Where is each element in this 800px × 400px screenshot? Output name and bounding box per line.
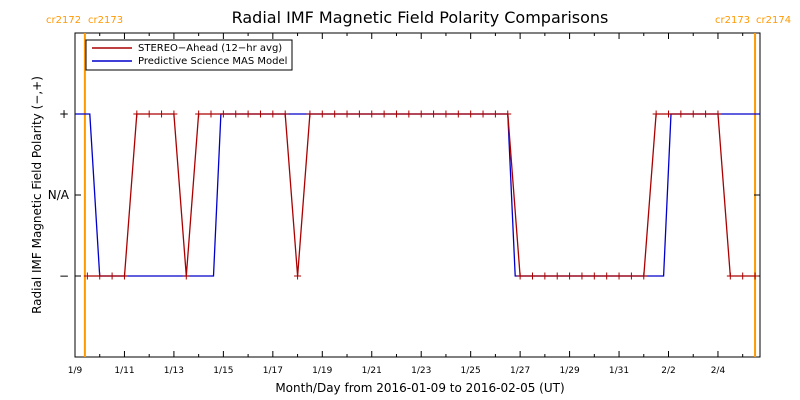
- x-tick-label: 1/31: [609, 366, 629, 376]
- data-point-plus: [318, 110, 326, 118]
- x-tick-label: 1/25: [461, 366, 481, 376]
- data-point-plus: [640, 272, 648, 280]
- y-tick-label: −: [59, 269, 69, 283]
- data-point-plus: [652, 110, 660, 118]
- data-point-plus: [195, 110, 203, 118]
- data-point-plus: [219, 110, 227, 118]
- data-point-plus: [627, 272, 635, 280]
- data-point-plus: [702, 110, 710, 118]
- data-point-plus: [380, 110, 388, 118]
- x-tick-label: 1/9: [68, 366, 83, 376]
- data-point-plus: [615, 272, 623, 280]
- data-point-plus: [120, 272, 128, 280]
- data-point-plus: [504, 110, 512, 118]
- data-point-plus: [269, 110, 277, 118]
- cr-label-right-end: cr2174: [756, 15, 791, 26]
- data-point-plus: [603, 272, 611, 280]
- plot-frame: [74, 32, 761, 358]
- data-point-plus: [83, 272, 91, 280]
- data-point-plus: [516, 272, 524, 280]
- legend: STEREO−Ahead (12−hr avg) Predictive Scie…: [85, 39, 293, 71]
- carrington-lines: [83, 33, 757, 357]
- legend-box: [85, 39, 293, 71]
- x-tick-label: 1/21: [362, 366, 382, 376]
- data-point-plus: [430, 110, 438, 118]
- data-point-plus: [343, 110, 351, 118]
- cr-label-left-start: cr2172: [46, 15, 81, 26]
- data-point-plus: [170, 110, 178, 118]
- chart-title: Radial IMF Magnetic Field Polarity Compa…: [232, 8, 609, 27]
- x-tick-label: 1/19: [312, 366, 332, 376]
- x-tick-label: 1/13: [164, 366, 184, 376]
- data-point-plus: [442, 110, 450, 118]
- x-axis-ticks: 1/9 1/11 1/13 1/15 1/17 1/19 1/21 1/23 1/25 1/27 1…: [68, 33, 744, 376]
- x-tick-label: 1/17: [263, 366, 283, 376]
- data-point-plus: [714, 110, 722, 118]
- data-point-plus: [355, 110, 363, 118]
- series-line: [75, 113, 760, 277]
- series-layer: [75, 110, 760, 280]
- data-point-plus: [417, 110, 425, 118]
- data-point-plus: [306, 110, 314, 118]
- data-point-plus: [491, 110, 499, 118]
- data-point-plus: [590, 272, 598, 280]
- data-point-plus: [232, 110, 240, 118]
- data-point-plus: [294, 272, 302, 280]
- data-point-plus: [739, 272, 747, 280]
- x-tick-label: 1/23: [411, 366, 431, 376]
- data-point-plus: [108, 272, 116, 280]
- data-point-plus: [528, 272, 536, 280]
- series-line: [87, 113, 756, 277]
- data-point-plus: [207, 110, 215, 118]
- data-point-plus: [541, 272, 549, 280]
- y-axis-ticks: + N/A −: [48, 107, 760, 283]
- x-tick-label: 1/15: [213, 366, 233, 376]
- data-point-plus: [479, 110, 487, 118]
- data-point-plus: [145, 110, 153, 118]
- x-tick-label: 2/4: [711, 366, 726, 376]
- data-point-plus: [578, 272, 586, 280]
- x-tick-label: 2/2: [661, 366, 675, 376]
- x-tick-label: 1/27: [510, 366, 530, 376]
- data-point-plus: [566, 272, 574, 280]
- x-tick-label: 1/29: [559, 366, 579, 376]
- data-point-plus: [677, 110, 685, 118]
- data-point-plus: [182, 272, 190, 280]
- legend-label-model: Predictive Science MAS Model: [138, 56, 287, 67]
- carrington-labels: cr2172 cr2173 cr2173 cr2174: [46, 15, 791, 26]
- data-point-plus: [331, 110, 339, 118]
- y-tick-label: +: [59, 107, 69, 121]
- data-point-plus: [665, 110, 673, 118]
- data-point-plus: [392, 110, 400, 118]
- legend-label-stereo: STEREO−Ahead (12−hr avg): [138, 43, 282, 54]
- data-point-plus: [726, 272, 734, 280]
- data-point-plus: [751, 272, 759, 280]
- data-point-plus: [96, 272, 104, 280]
- data-point-plus: [244, 110, 252, 118]
- data-point-plus: [158, 110, 166, 118]
- data-point-plus: [454, 110, 462, 118]
- data-point-plus: [368, 110, 376, 118]
- data-point-plus: [467, 110, 475, 118]
- data-point-plus: [405, 110, 413, 118]
- data-point-plus: [689, 110, 697, 118]
- cr-label-right-start: cr2173: [715, 15, 750, 26]
- data-point-plus: [256, 110, 264, 118]
- x-axis-label: Month/Day from 2016-01-09 to 2016-02-05 …: [275, 381, 564, 395]
- data-point-plus: [281, 110, 289, 118]
- y-axis-label: Radial IMF Magnetic Field Polarity (−,+): [30, 76, 44, 314]
- y-tick-label: N/A: [48, 188, 70, 202]
- data-point-plus: [133, 110, 141, 118]
- data-point-plus: [553, 272, 561, 280]
- x-tick-label: 1/11: [114, 366, 134, 376]
- cr-label-left-end: cr2173: [88, 15, 123, 26]
